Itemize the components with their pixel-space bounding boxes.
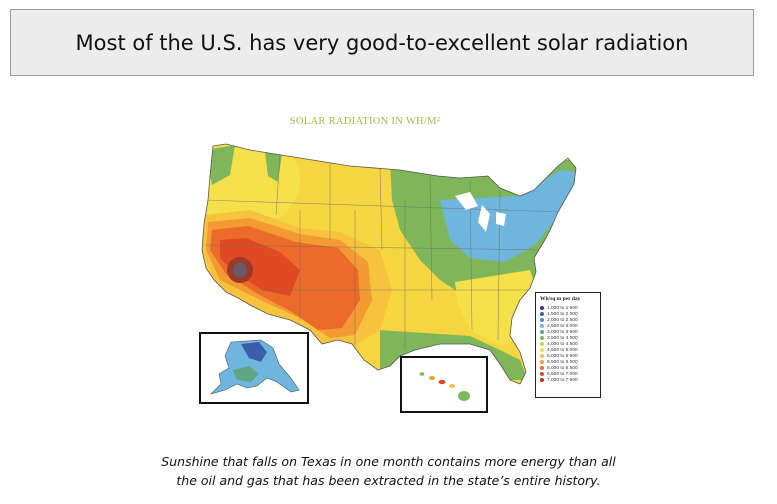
legend-swatch bbox=[540, 336, 544, 340]
legend-item: 1,000 to 1 500 bbox=[540, 305, 596, 311]
alaska-inset bbox=[199, 332, 309, 404]
legend-swatch bbox=[540, 312, 544, 316]
legend-label: 7,000 to 7 500 bbox=[547, 377, 578, 383]
legend-title: Wh/sq m per day bbox=[540, 296, 581, 302]
legend-swatch bbox=[540, 360, 544, 364]
legend-swatch bbox=[540, 330, 544, 334]
caption: Sunshine that falls on Texas in one mont… bbox=[100, 452, 677, 490]
legend-item: 6,500 to 7 000 bbox=[540, 371, 596, 377]
legend-item: 4,500 to 5 000 bbox=[540, 347, 596, 353]
legend-item: 2,000 to 2 500 bbox=[540, 317, 596, 323]
legend-swatch bbox=[540, 324, 544, 328]
legend-swatch bbox=[540, 342, 544, 346]
legend-label: 3,500 to 4 000 bbox=[547, 335, 578, 341]
legend-swatch bbox=[540, 318, 544, 322]
legend-label: 2,000 to 2 500 bbox=[547, 317, 578, 323]
legend-label: 6,500 to 7 000 bbox=[547, 371, 578, 377]
slide-title-box: Most of the U.S. has very good-to-excell… bbox=[10, 9, 754, 76]
hawaii-inset bbox=[400, 356, 488, 413]
legend-swatch bbox=[540, 306, 544, 310]
legend-label: 1,000 to 1 500 bbox=[547, 305, 578, 311]
legend-label: 4,500 to 5 000 bbox=[547, 347, 578, 353]
legend-swatch bbox=[540, 348, 544, 352]
caption-line-1: Sunshine that falls on Texas in one mont… bbox=[161, 454, 616, 469]
legend-item: 2,500 to 3 000 bbox=[540, 323, 596, 329]
legend-items: 1,000 to 1 500 1,500 to 2 000 2,000 to 2 5… bbox=[540, 305, 596, 383]
legend-item: 3,000 to 3 500 bbox=[540, 329, 596, 335]
legend-label: 2,500 to 3 000 bbox=[547, 323, 578, 329]
hawaii-islands bbox=[419, 372, 470, 401]
legend-label: 5,500 to 6 000 bbox=[547, 359, 578, 365]
caption-line-2: the oil and gas that has been extracted … bbox=[176, 473, 601, 488]
legend-item: 7,000 to 7 500 bbox=[540, 377, 596, 383]
legend-item: 6,000 to 6 500 bbox=[540, 365, 596, 371]
legend-item: 5,000 to 5 500 bbox=[540, 353, 596, 359]
great-lakes bbox=[455, 192, 478, 210]
legend-item: 4,000 to 4 500 bbox=[540, 341, 596, 347]
alaska-shape bbox=[209, 339, 300, 395]
legend-swatch bbox=[540, 366, 544, 370]
legend-swatch bbox=[540, 372, 544, 376]
legend-label: 4,000 to 4 500 bbox=[547, 341, 578, 347]
legend-item: 1,500 to 2 000 bbox=[540, 311, 596, 317]
map-title: SOLAR RADIATION IN WH/M² bbox=[289, 116, 441, 127]
slide-title: Most of the U.S. has very good-to-excell… bbox=[75, 30, 689, 55]
map-legend: Wh/sq m per day 1,000 to 1 500 1,500 to 2… bbox=[535, 292, 601, 398]
legend-item: 5,500 to 6 000 bbox=[540, 359, 596, 365]
legend-item: 3,500 to 4 000 bbox=[540, 335, 596, 341]
legend-label: 6,000 to 6 500 bbox=[547, 365, 578, 371]
legend-label: 5,000 to 5 500 bbox=[547, 353, 578, 359]
legend-label: 1,500 to 2 000 bbox=[547, 311, 578, 317]
legend-label: 3,000 to 3 500 bbox=[547, 329, 578, 335]
legend-swatch bbox=[540, 354, 544, 358]
legend-swatch bbox=[540, 378, 544, 382]
